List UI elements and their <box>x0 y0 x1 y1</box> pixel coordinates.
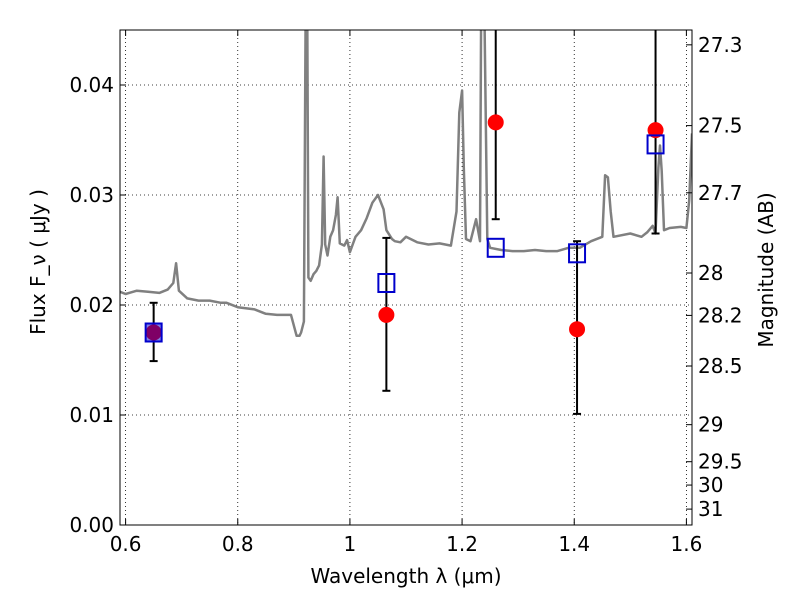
model-photometry-square <box>486 237 505 258</box>
x-tick-label: 1.6 <box>670 532 702 556</box>
x-tick-label: 0.8 <box>222 532 254 556</box>
model-spectrum-line <box>120 30 692 338</box>
axes: 0.6 0.8 1 1.2 1.4 1.6 0.00 0.01 0.02 0.03 0.04 27.3… <box>69 30 743 556</box>
x-tick-label: 1.2 <box>446 532 478 556</box>
y-tick-label: 0.04 <box>69 73 114 97</box>
magnitude-tick-label: 28.5 <box>698 354 743 378</box>
plot-content <box>120 30 692 415</box>
model-photometry-square <box>568 243 587 264</box>
magnitude-tick-label: 28 <box>698 261 723 285</box>
observed-flux-point <box>569 321 586 338</box>
magnitude-tick-label: 31 <box>698 497 723 521</box>
plot-frame <box>119 29 693 526</box>
observed-flux-point <box>487 114 504 131</box>
y-tick-label: 0.03 <box>69 183 114 207</box>
x-tick-label: 1.4 <box>558 532 590 556</box>
model-photometry-square <box>646 134 665 155</box>
model-photometry-square <box>144 322 163 343</box>
magnitude-tick-label: 27.7 <box>698 181 743 205</box>
y-tick-label: 0.02 <box>69 293 114 317</box>
y-tick-label: 0.01 <box>69 403 114 427</box>
x-axis-label: Wavelength λ (μm) <box>310 564 501 588</box>
y-tick-label: 0.00 <box>69 513 114 537</box>
magnitude-axis-label: Magnitude (AB) <box>754 192 778 347</box>
magnitude-tick-label: 29.5 <box>698 450 743 474</box>
magnitude-tick-label: 27.3 <box>698 33 743 57</box>
magnitude-tick-label: 27.5 <box>698 114 743 138</box>
magnitude-tick-label: 30 <box>698 473 723 497</box>
plot-area <box>120 30 692 525</box>
magnitude-tick-label: 29 <box>698 413 723 437</box>
magnitude-tick-label: 28.2 <box>698 303 743 327</box>
x-tick-label: 0.6 <box>110 532 142 556</box>
y-axis-label: Flux F_ν ( μJy ) <box>26 189 50 335</box>
x-tick-label: 1 <box>344 532 357 556</box>
observed-flux-point <box>378 306 395 323</box>
model-photometry-square <box>377 273 396 293</box>
observed-flux-point <box>647 122 664 139</box>
